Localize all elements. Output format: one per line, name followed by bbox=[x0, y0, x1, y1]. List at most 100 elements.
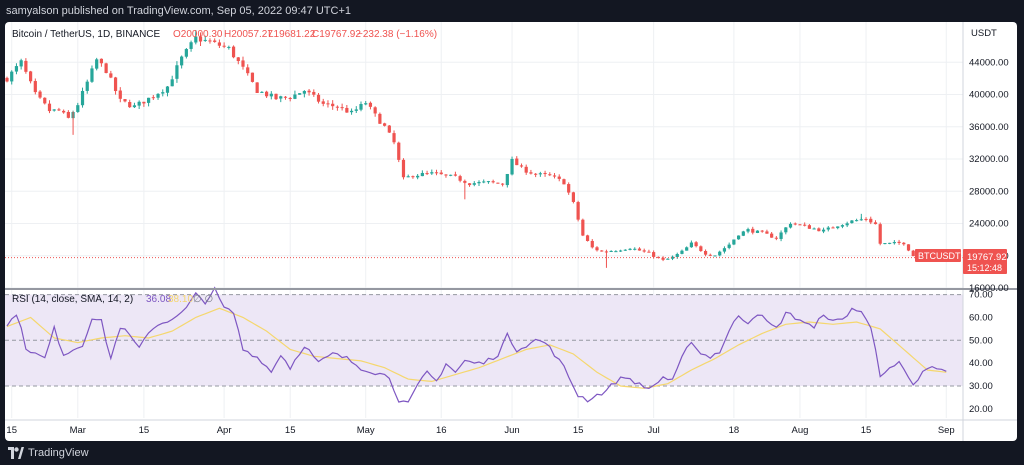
candle-body bbox=[486, 181, 491, 183]
candle-body bbox=[718, 251, 722, 256]
candle-body bbox=[812, 228, 816, 230]
candle-body bbox=[246, 67, 250, 74]
chart-svg[interactable]: 44000.00 40000.00 36000.00 32000.00 28000.00… bbox=[5, 22, 1017, 441]
candle-body bbox=[581, 219, 585, 236]
candle-body bbox=[798, 224, 802, 226]
candle-body bbox=[656, 256, 660, 258]
candle-body bbox=[600, 250, 604, 252]
candle-body bbox=[203, 39, 207, 41]
candle-body bbox=[217, 42, 221, 46]
candle-body bbox=[661, 257, 665, 260]
candle-body bbox=[47, 103, 52, 112]
candle-body bbox=[666, 258, 670, 260]
candle-body bbox=[727, 244, 731, 248]
x-tick-label: Mar bbox=[70, 425, 86, 436]
price-tick-label: 40000.00 bbox=[969, 90, 1009, 101]
candle-body bbox=[524, 166, 528, 173]
candle-body bbox=[708, 254, 712, 256]
candle-body bbox=[689, 242, 693, 248]
candle-body bbox=[364, 103, 368, 105]
x-tick-label: May bbox=[357, 425, 375, 436]
candle-body bbox=[359, 104, 363, 110]
candle-body bbox=[161, 92, 165, 94]
last-price-tag-bg bbox=[963, 249, 1007, 274]
candle-body bbox=[793, 223, 797, 225]
tradingview-logo-icon[interactable] bbox=[8, 447, 24, 459]
candle-body bbox=[595, 247, 599, 251]
candle-body bbox=[147, 97, 151, 103]
candle-body bbox=[703, 250, 708, 255]
candle-body bbox=[562, 179, 566, 185]
candle-body bbox=[175, 65, 179, 79]
candle-body bbox=[19, 60, 23, 67]
candle-body bbox=[538, 173, 542, 175]
candle-body bbox=[859, 219, 863, 221]
candle-body bbox=[307, 90, 311, 93]
candle-body bbox=[274, 93, 278, 100]
candle-body bbox=[623, 249, 627, 251]
rsi-line bbox=[6, 286, 947, 403]
candle-body bbox=[118, 90, 122, 99]
candle-body bbox=[449, 174, 453, 176]
candle-body bbox=[472, 183, 476, 185]
candle-body bbox=[33, 81, 37, 93]
candle-body bbox=[52, 109, 56, 111]
candle-body bbox=[265, 91, 269, 97]
candle-body bbox=[62, 110, 66, 113]
candle-body bbox=[741, 231, 745, 236]
candles[interactable] bbox=[5, 32, 948, 262]
candle-body bbox=[132, 105, 137, 108]
x-tick-label: 15 bbox=[573, 425, 584, 436]
markers bbox=[72, 30, 862, 268]
candle-body bbox=[534, 173, 538, 175]
candle-body bbox=[548, 174, 552, 176]
candle-body bbox=[142, 101, 146, 104]
chart-panel[interactable]: 44000.00 40000.00 36000.00 32000.00 28000.00… bbox=[5, 22, 1017, 441]
candle-body bbox=[453, 174, 457, 176]
candle-body bbox=[387, 125, 391, 133]
candle-body bbox=[406, 176, 410, 178]
price-tick-label: 16000.00 bbox=[969, 283, 1009, 294]
candle-body bbox=[855, 220, 859, 222]
price-tick-label: 28000.00 bbox=[969, 186, 1009, 197]
candle-body bbox=[170, 79, 174, 87]
candle-body bbox=[567, 184, 571, 193]
candle-body bbox=[288, 97, 292, 99]
candle-body bbox=[184, 49, 188, 57]
candle-body bbox=[585, 235, 590, 242]
x-tick-label: 18 bbox=[729, 425, 740, 436]
candle-body bbox=[755, 230, 760, 233]
candle-body bbox=[260, 91, 264, 93]
candle-body bbox=[906, 244, 911, 251]
candle-body bbox=[779, 232, 783, 239]
candle-body bbox=[302, 91, 306, 94]
candle-body bbox=[416, 175, 420, 178]
candle-body bbox=[571, 192, 575, 202]
rsi-levels bbox=[5, 294, 963, 387]
currency-label: USDT bbox=[971, 28, 997, 39]
candle-body bbox=[222, 45, 226, 47]
candle-body bbox=[713, 255, 717, 257]
candle-body bbox=[501, 183, 505, 185]
candle-body bbox=[331, 103, 335, 107]
candle-body bbox=[817, 228, 821, 232]
candle-body bbox=[57, 109, 61, 111]
candle-body bbox=[836, 226, 840, 229]
x-tick-label: Jul bbox=[648, 425, 660, 436]
candle-body bbox=[557, 176, 561, 179]
candle-body bbox=[90, 68, 94, 82]
candle-body bbox=[80, 90, 85, 106]
candle-body bbox=[510, 158, 514, 175]
candle-body bbox=[24, 60, 28, 72]
candle-body bbox=[279, 96, 283, 99]
candle-body bbox=[670, 256, 675, 259]
candle-body bbox=[633, 248, 637, 250]
publish-header: samyalson published on TradingView.com, … bbox=[0, 0, 1024, 22]
candle-body bbox=[652, 252, 656, 257]
candle-body bbox=[373, 107, 377, 114]
candle-body bbox=[751, 228, 755, 233]
candle-body bbox=[892, 242, 896, 244]
candle-body bbox=[401, 159, 406, 178]
tradingview-brand[interactable]: TradingView bbox=[28, 447, 89, 459]
candle-body bbox=[807, 225, 811, 229]
